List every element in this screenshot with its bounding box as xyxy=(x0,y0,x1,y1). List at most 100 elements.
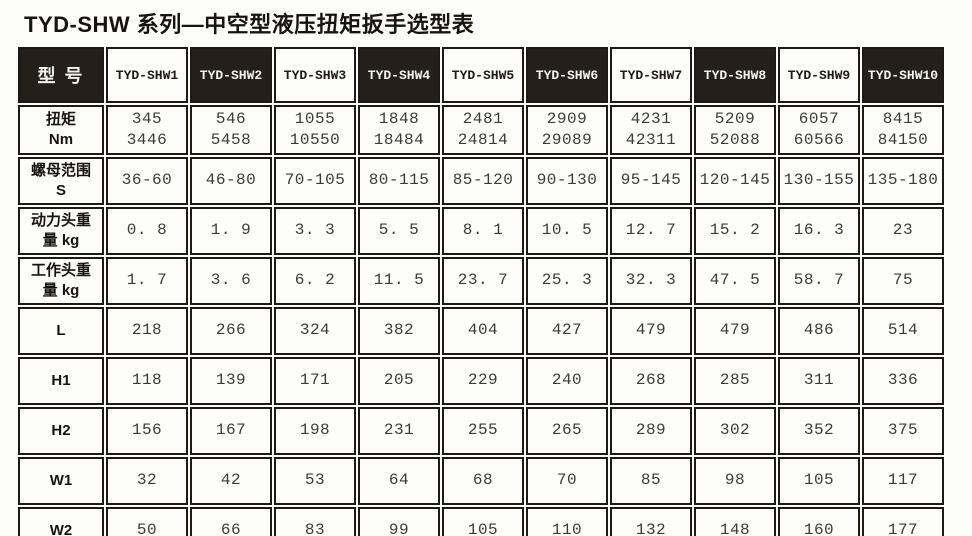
table-cell: 218 xyxy=(106,306,188,355)
row-label: L xyxy=(18,306,104,355)
table-cell: 1. 7 xyxy=(106,256,188,305)
table-cell: 8415 84150 xyxy=(862,105,944,155)
table-cell: 148 xyxy=(694,506,776,536)
table-cell: 177 xyxy=(862,506,944,536)
table-cell: 12. 7 xyxy=(610,206,692,255)
column-header-model: TYD-SHW9 xyxy=(778,47,860,103)
table-cell: 110 xyxy=(526,506,608,536)
table-cell: 105 xyxy=(442,506,524,536)
table-cell: 205 xyxy=(358,356,440,405)
table-cell: 229 xyxy=(442,356,524,405)
table-cell: 5. 5 xyxy=(358,206,440,255)
table-cell: 1055 10550 xyxy=(274,105,356,155)
page-title: TYD-SHW 系列—中空型液压扭矩扳手选型表 xyxy=(24,12,475,37)
table-row: 螺母范围 S 36-60 46-80 70-105 80-115 85-120 90-130… xyxy=(18,156,944,205)
table-cell: 404 xyxy=(442,306,524,355)
table-cell: 139 xyxy=(190,356,272,405)
table-cell: 98 xyxy=(694,456,776,505)
table-cell: 486 xyxy=(778,306,860,355)
table-cell: 5209 52088 xyxy=(694,105,776,155)
table-cell: 1848 18484 xyxy=(358,105,440,155)
table-cell: 285 xyxy=(694,356,776,405)
table-cell: 46-80 xyxy=(190,156,272,205)
table-cell: 23. 7 xyxy=(442,256,524,305)
table-cell: 70 xyxy=(526,456,608,505)
table-cell: 255 xyxy=(442,406,524,455)
column-header-model: TYD-SHW3 xyxy=(274,47,356,103)
table-cell: 23 xyxy=(862,206,944,255)
table-cell: 105 xyxy=(778,456,860,505)
column-header-model: TYD-SHW2 xyxy=(190,47,272,103)
spec-table: 型 号 TYD-SHW1 TYD-SHW2 TYD-SHW3 TYD-SHW4 TYD-S… xyxy=(16,45,946,536)
table-cell: 32 xyxy=(106,456,188,505)
row-label: 工作头重 量 kg xyxy=(18,256,104,305)
table-cell: 8. 1 xyxy=(442,206,524,255)
table-cell: 514 xyxy=(862,306,944,355)
table-cell: 64 xyxy=(358,456,440,505)
table-cell: 83 xyxy=(274,506,356,536)
column-header-model: TYD-SHW8 xyxy=(694,47,776,103)
table-cell: 6057 60566 xyxy=(778,105,860,155)
table-cell: 546 5458 xyxy=(190,105,272,155)
table-cell: 198 xyxy=(274,406,356,455)
table-cell: 117 xyxy=(862,456,944,505)
corner-header-model: 型 号 xyxy=(18,47,104,103)
table-cell: 352 xyxy=(778,406,860,455)
table-cell: 240 xyxy=(526,356,608,405)
table-cell: 479 xyxy=(694,306,776,355)
table-cell: 85-120 xyxy=(442,156,524,205)
table-cell: 167 xyxy=(190,406,272,455)
table-cell: 6. 2 xyxy=(274,256,356,305)
table-cell: 95-145 xyxy=(610,156,692,205)
row-label: W1 xyxy=(18,456,104,505)
table-cell: 302 xyxy=(694,406,776,455)
row-label: 螺母范围 S xyxy=(18,156,104,205)
row-label: H1 xyxy=(18,356,104,405)
table-cell: 130-155 xyxy=(778,156,860,205)
table-cell: 25. 3 xyxy=(526,256,608,305)
table-cell: 32. 3 xyxy=(610,256,692,305)
table-cell: 375 xyxy=(862,406,944,455)
table-cell: 324 xyxy=(274,306,356,355)
table-row: 工作头重 量 kg 1. 7 3. 6 6. 2 11. 5 23. 7 25. 3 32. … xyxy=(18,256,944,305)
table-cell: 80-115 xyxy=(358,156,440,205)
row-label: 扭矩 Nm xyxy=(18,105,104,155)
table-cell: 70-105 xyxy=(274,156,356,205)
table-row: W2 50 66 83 99 105 110 132 148 160 177 xyxy=(18,506,944,536)
table-cell: 156 xyxy=(106,406,188,455)
table-cell: 85 xyxy=(610,456,692,505)
table-cell: 266 xyxy=(190,306,272,355)
row-label: H2 xyxy=(18,406,104,455)
table-cell: 53 xyxy=(274,456,356,505)
table-cell: 66 xyxy=(190,506,272,536)
table-cell: 160 xyxy=(778,506,860,536)
column-header-model: TYD-SHW6 xyxy=(526,47,608,103)
table-cell: 1. 9 xyxy=(190,206,272,255)
column-header-model: TYD-SHW7 xyxy=(610,47,692,103)
table-cell: 0. 8 xyxy=(106,206,188,255)
table-cell: 2481 24814 xyxy=(442,105,524,155)
table-body: 扭矩 Nm 345 3446 546 5458 1055 10550 1848 1848… xyxy=(18,105,944,536)
table-cell: 382 xyxy=(358,306,440,355)
table-row: H2 156 167 198 231 255 265 289 302 352 375 xyxy=(18,406,944,455)
table-cell: 68 xyxy=(442,456,524,505)
table-cell: 118 xyxy=(106,356,188,405)
table-cell: 265 xyxy=(526,406,608,455)
table-cell: 10. 5 xyxy=(526,206,608,255)
table-cell: 3. 3 xyxy=(274,206,356,255)
row-label: 动力头重 量 kg xyxy=(18,206,104,255)
header-row: 型 号 TYD-SHW1 TYD-SHW2 TYD-SHW3 TYD-SHW4 TYD-S… xyxy=(18,47,944,103)
table-cell: 4231 42311 xyxy=(610,105,692,155)
table-cell: 58. 7 xyxy=(778,256,860,305)
table-cell: 289 xyxy=(610,406,692,455)
column-header-model: TYD-SHW4 xyxy=(358,47,440,103)
table-cell: 3. 6 xyxy=(190,256,272,305)
column-header-model: TYD-SHW1 xyxy=(106,47,188,103)
table-cell: 16. 3 xyxy=(778,206,860,255)
table-cell: 268 xyxy=(610,356,692,405)
column-header-model: TYD-SHW10 xyxy=(862,47,944,103)
table-cell: 75 xyxy=(862,256,944,305)
table-cell: 311 xyxy=(778,356,860,405)
column-header-model: TYD-SHW5 xyxy=(442,47,524,103)
